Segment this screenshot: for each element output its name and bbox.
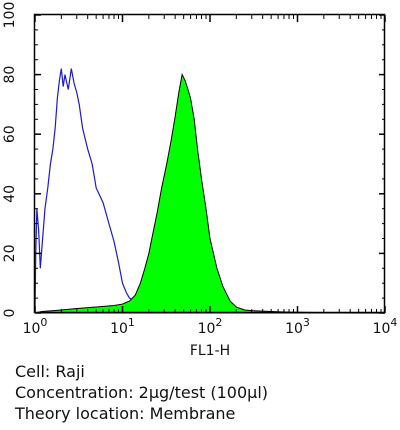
y-tick-label-40: 40: [2, 185, 18, 203]
series-1-filled-histogram: [34, 73, 386, 314]
y-tick-label-80: 80: [2, 66, 18, 84]
histogram-chart: 0 20 40 60 80 100 100 101 102 103 104 FL1-H: [2, 2, 397, 359]
series-layer: [34, 68, 386, 314]
caption: Cell: Raji Concentration: 2μg/test (100μ…: [15, 361, 268, 424]
x-tick-label-0: 100: [23, 316, 48, 337]
y-tick-label-100: 100: [2, 2, 18, 29]
x-tick-label-3: 103: [285, 316, 310, 337]
y-tick-label-0: 0: [2, 309, 18, 318]
y-tick-label-20: 20: [2, 244, 18, 262]
x-tick-label-4: 104: [373, 316, 398, 337]
caption-theory-location: Theory location: Membrane: [15, 404, 236, 423]
x-axis-label: FL1-H: [190, 343, 230, 359]
caption-cell: Cell: Raji: [15, 362, 85, 381]
x-tick-label-1: 101: [110, 316, 135, 337]
caption-concentration: Concentration: 2μg/test (100μl): [15, 383, 269, 402]
ticks-layer: 0 20 40 60 80 100 100 101 102 103 104: [2, 2, 397, 337]
y-tick-label-60: 60: [2, 125, 18, 143]
x-tick-label-2: 102: [198, 316, 223, 337]
